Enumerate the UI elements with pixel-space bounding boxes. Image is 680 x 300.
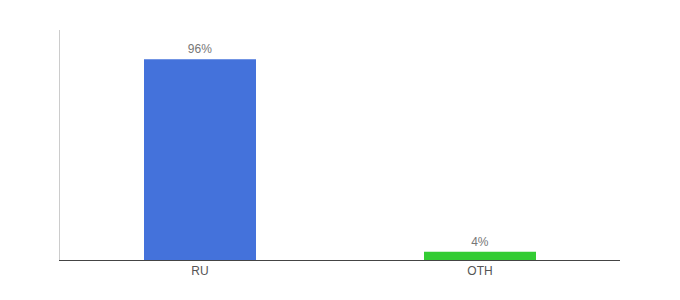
svg-text:OTH: OTH bbox=[467, 264, 492, 278]
svg-text:RU: RU bbox=[191, 264, 208, 278]
svg-text:4%: 4% bbox=[471, 235, 489, 249]
svg-text:96%: 96% bbox=[188, 42, 212, 56]
